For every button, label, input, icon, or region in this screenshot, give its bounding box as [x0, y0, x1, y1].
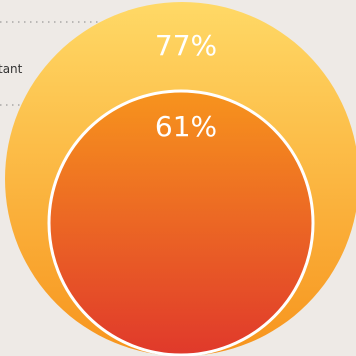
outer-value-label: 77% [155, 29, 217, 62]
inner-circle [47, 89, 315, 356]
outer-series-label: tant [0, 62, 23, 76]
inner-value-label: 61% [155, 110, 217, 143]
